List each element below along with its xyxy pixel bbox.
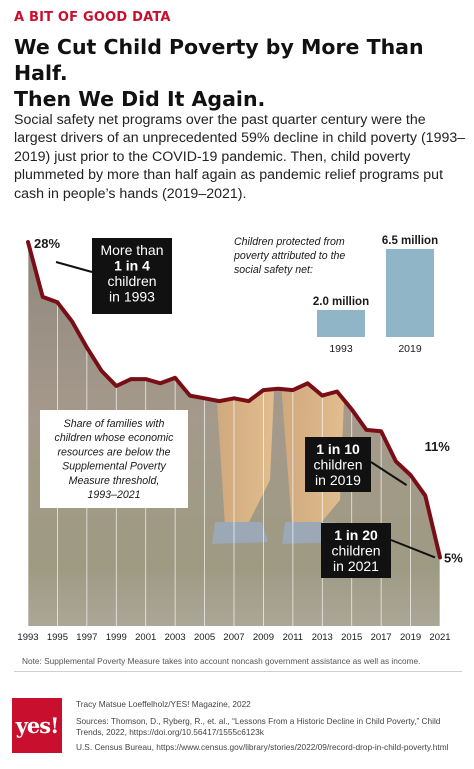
x-tick-2013: 2013: [312, 632, 333, 643]
callout-2021-line-1: children: [331, 543, 380, 559]
x-tick-1997: 1997: [76, 632, 97, 643]
x-tick-2019: 2019: [400, 632, 421, 643]
description-line-1: children whose economic: [55, 432, 175, 444]
inset-bar-1993: [317, 309, 365, 337]
photo-shoe-left: [212, 522, 268, 544]
safety-net-inset-chart: Children protected from poverty attribute…: [233, 235, 438, 355]
headline-line-2: Then We Did It Again.: [14, 87, 266, 111]
callout-pointer-2019: [370, 461, 408, 486]
callout-pointer-1993: [55, 261, 93, 273]
kicker: A BIT OF GOOD DATA: [14, 10, 171, 25]
x-tick-2015: 2015: [341, 632, 362, 643]
inset-category-2019: 2019: [398, 343, 422, 355]
yes-logo: yes!: [12, 698, 62, 753]
x-tick-1999: 1999: [106, 632, 127, 643]
photo-pants-left: [215, 370, 275, 530]
inset-title-line-1: poverty attributed to the: [233, 250, 345, 262]
footer-divider: [14, 671, 462, 672]
headline: We Cut Child Poverty by More Than Half. …: [14, 34, 464, 112]
inset-category-1993: 1993: [329, 343, 353, 355]
inset-title-line-2: social safety net:: [234, 264, 313, 276]
x-tick-2021: 2021: [429, 632, 450, 643]
x-tick-1995: 1995: [47, 632, 68, 643]
year-gridlines: [27, 242, 441, 626]
value-label-2019: 11%: [425, 439, 451, 454]
callout-1993-line-2: children: [107, 273, 156, 289]
sources-line: Sources: Thomson, D., Ryberg, R., et. al…: [76, 716, 441, 737]
callout-2021-line-2: in 2021: [333, 558, 379, 574]
poverty-line: [26, 240, 442, 560]
callout-2019-line-1: children: [313, 457, 362, 473]
start-value-label: 28%: [34, 236, 60, 251]
description-line-0: Share of families with: [64, 418, 165, 430]
description-line-2: resources are below the: [57, 446, 170, 458]
inset-value-label-1993: 2.0 million: [313, 296, 369, 308]
end-value-label: 5%: [444, 550, 463, 565]
description-line-5: 1993–2021: [87, 489, 140, 501]
description-box-bg: [40, 410, 188, 508]
x-tick-2005: 2005: [194, 632, 215, 643]
poverty-chart: 1993 1995 1997 1999 2001 2003 2005 2007 2009 2011…: [17, 235, 463, 643]
inset-title-line-0: Children protected from: [234, 236, 345, 248]
credit-line: Tracy Matsue Loeffelholz/YES! Magazine, …: [76, 699, 251, 709]
intro-paragraph: Social safety net programs over the past…: [14, 112, 466, 202]
callout-2019-line-0: 1 in 10: [316, 441, 360, 457]
callout-1993-line-0: More than: [100, 242, 163, 258]
callout-pointer-2021: [390, 539, 436, 559]
headline-line-1: We Cut Child Poverty by More Than Half.: [14, 35, 424, 85]
callout-box-2019: [305, 437, 371, 492]
x-tick-2017: 2017: [371, 632, 392, 643]
footnote: Note: Supplemental Poverty Measure takes…: [22, 656, 421, 666]
x-axis-ticks: 1993 1995 1997 1999 2001 2003 2005 2007 2009 2011…: [17, 632, 450, 643]
x-tick-2009: 2009: [253, 632, 274, 643]
description-box: Share of families with children whose eco…: [40, 410, 188, 508]
description-line-3: Supplemental Poverty: [62, 461, 166, 473]
x-tick-2001: 2001: [135, 632, 156, 643]
inset-bar-2019: [386, 249, 434, 337]
x-tick-1993: 1993: [17, 632, 38, 643]
x-tick-2003: 2003: [165, 632, 186, 643]
description-line-4: Measure threshold,: [69, 475, 160, 487]
callout-2021-line-0: 1 in 20: [334, 527, 378, 543]
point-labels: 28% 11% 5%: [34, 236, 463, 565]
census-source-line: U.S. Census Bureau, https://www.census.g…: [76, 742, 449, 752]
x-tick-2007: 2007: [223, 632, 244, 643]
x-tick-2011: 2011: [283, 632, 303, 643]
callout-box-1993: [92, 238, 172, 314]
callout-box-2021: [321, 523, 391, 578]
inset-value-label-2019: 6.5 million: [382, 235, 438, 247]
callout-2019-line-2: in 2019: [315, 472, 361, 488]
callout-1993-line-3: in 1993: [109, 289, 155, 305]
callout-1993-line-1: 1 in 4: [114, 258, 150, 274]
